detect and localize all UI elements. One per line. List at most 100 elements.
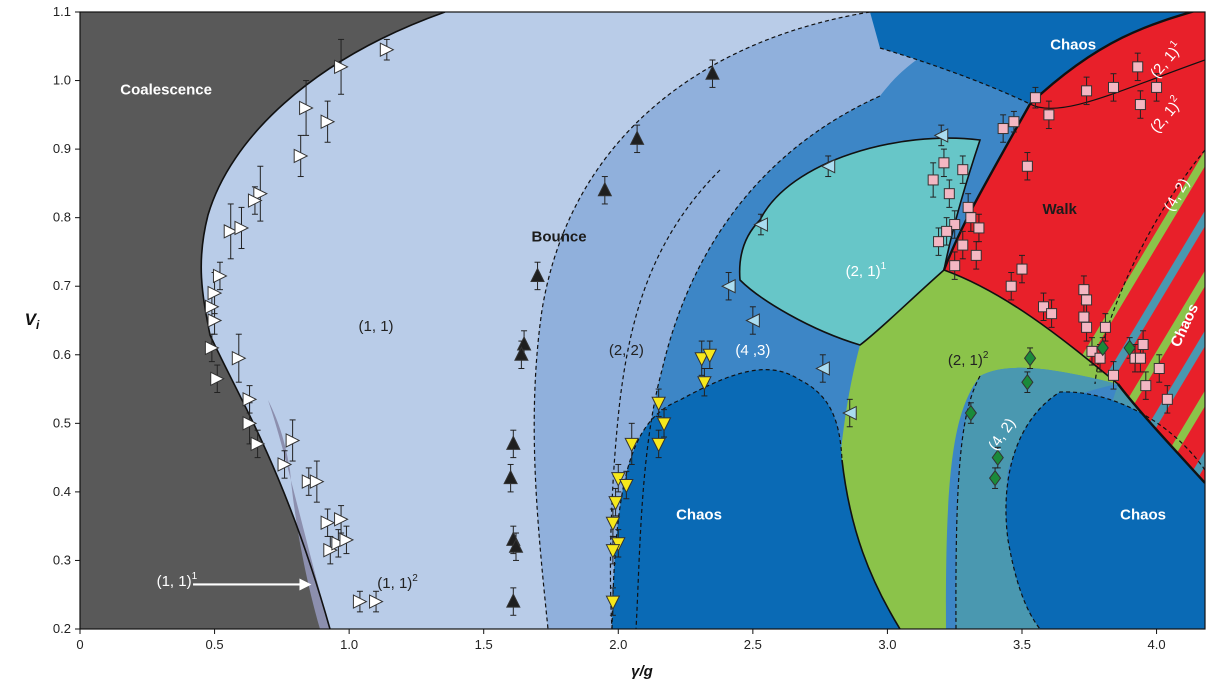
data-point-triangle-right xyxy=(320,114,336,129)
data-point-diamond xyxy=(1123,339,1136,357)
data-point-triangle-right xyxy=(223,224,239,239)
y-tick-label: 1.1 xyxy=(53,4,71,19)
data-point-diamond xyxy=(964,404,977,422)
annotation-arrow-head xyxy=(299,578,312,591)
data-point-square xyxy=(962,201,974,213)
region-chaos-mid xyxy=(612,369,900,629)
data-point-triangle-right xyxy=(207,285,223,301)
walk-stripe xyxy=(984,12,1205,483)
data-point-square xyxy=(957,239,969,251)
data-point-triangle-up xyxy=(506,435,521,450)
data-point-square xyxy=(970,249,982,261)
plot-frame xyxy=(79,11,1206,630)
series-period43 xyxy=(721,128,949,421)
data-point-triangle-right xyxy=(277,457,293,472)
data-point-triangle-right xyxy=(293,148,309,164)
region-coalescence xyxy=(80,12,445,629)
walk-stripe xyxy=(948,12,1205,483)
region-label-chaos_mid: Chaos xyxy=(676,506,722,523)
data-point-triangle-right xyxy=(253,186,268,201)
data-point-square xyxy=(1078,311,1090,323)
data-point-triangle-right xyxy=(204,299,220,315)
x-axis: 0 0.5 1.0 1.5 2.0 2.5 3.0 3.5 4.0 xyxy=(76,629,1166,652)
x-tick-label: 4.0 xyxy=(1148,637,1166,652)
data-markers xyxy=(204,42,1173,611)
data-point-triangle-down xyxy=(605,595,621,611)
data-point-triangle-down xyxy=(608,496,623,511)
boundary-chaos-mid xyxy=(841,459,901,629)
data-point-triangle-right xyxy=(320,515,336,531)
x-tick-label: 0 xyxy=(76,637,83,652)
series-period42 xyxy=(964,339,1136,487)
plot-area xyxy=(80,12,1205,629)
x-tick-label: 1.0 xyxy=(340,637,358,652)
data-point-square xyxy=(965,212,977,224)
boundary-bounce-43-inner-dashed xyxy=(609,169,721,629)
data-point-triangle-up xyxy=(508,538,524,553)
data-point-diamond xyxy=(991,449,1004,466)
x-tick-label: 3.5 xyxy=(1013,637,1031,652)
data-point-triangle-right xyxy=(212,268,228,284)
region-chaos-top xyxy=(870,12,1205,104)
boundary-bounce-43-dashed xyxy=(635,95,881,629)
data-point-triangle-up xyxy=(629,130,645,145)
boundary-coalescence xyxy=(200,12,446,629)
x-tick-label: 3.0 xyxy=(878,637,896,652)
data-point-square xyxy=(973,222,985,234)
data-point-square xyxy=(941,225,953,237)
data-point-square xyxy=(1046,308,1058,320)
annotation-label: (1, 1)1 xyxy=(157,571,198,590)
data-point-triangle-left xyxy=(745,313,760,328)
region-bounce-11-superscript-1 xyxy=(268,400,330,629)
data-point-diamond xyxy=(1021,373,1034,391)
data-point-triangle-up xyxy=(506,592,521,608)
region-label-b43: (4 ,3) xyxy=(735,342,770,359)
data-point-square xyxy=(1005,280,1017,292)
data-point-diamond xyxy=(988,469,1002,487)
data-point-triangle-left xyxy=(933,128,949,143)
region-label-chaos_right: Chaos xyxy=(1120,506,1166,523)
y-axis: 0.2 0.3 0.4 0.5 0.6 0.7 0.8 0.9 1.0 1.1 xyxy=(53,4,80,636)
boundary-chaos-mid-dashed xyxy=(611,369,843,629)
data-point-square xyxy=(943,188,955,200)
data-point-square xyxy=(1029,92,1041,104)
data-point-triangle-right xyxy=(210,371,225,387)
data-point-triangle-down xyxy=(694,352,710,367)
data-point-triangle-left xyxy=(842,405,857,421)
y-tick-label: 0.8 xyxy=(53,210,71,225)
data-point-triangle-right xyxy=(242,416,258,431)
data-point-square xyxy=(1153,362,1165,374)
data-point-square xyxy=(1021,160,1033,172)
data-point-square xyxy=(933,236,945,248)
data-point-triangle-right xyxy=(242,392,258,407)
x-tick-label: 2.5 xyxy=(744,637,762,652)
data-point-triangle-right xyxy=(247,193,263,208)
region-label-b21_1: (2, 1)1 xyxy=(846,261,887,280)
data-point-square xyxy=(938,157,950,169)
data-point-triangle-right xyxy=(339,532,355,548)
y-tick-label: 0.7 xyxy=(53,278,71,293)
data-point-square xyxy=(1107,81,1119,93)
data-point-square xyxy=(1134,99,1146,111)
y-tick-label: 0.6 xyxy=(53,347,71,362)
data-point-diamond xyxy=(1096,339,1109,357)
x-axis-title: γ/g xyxy=(631,663,653,680)
region-chaos-right xyxy=(1005,391,1205,629)
data-point-triangle-right xyxy=(323,542,338,558)
data-point-square xyxy=(949,219,961,231)
data-point-triangle-down xyxy=(651,437,666,453)
boundary-bounce-22-dashed xyxy=(533,12,871,629)
data-point-square xyxy=(949,260,961,272)
data-point-square xyxy=(1081,85,1093,97)
data-point-square xyxy=(957,164,969,176)
series-walkers xyxy=(927,61,1173,405)
data-point-triangle-down xyxy=(702,348,718,364)
data-point-square xyxy=(1132,61,1144,73)
region-label-b21_2: (2, 1)2 xyxy=(948,350,989,369)
data-point-triangle-right xyxy=(234,220,250,236)
data-point-square xyxy=(1134,352,1146,364)
y-tick-label: 0.4 xyxy=(53,484,71,499)
data-point-square xyxy=(1008,116,1020,128)
region-walk xyxy=(944,12,1205,483)
annotation-11-superscript-1: (1, 1)1 xyxy=(157,571,312,591)
